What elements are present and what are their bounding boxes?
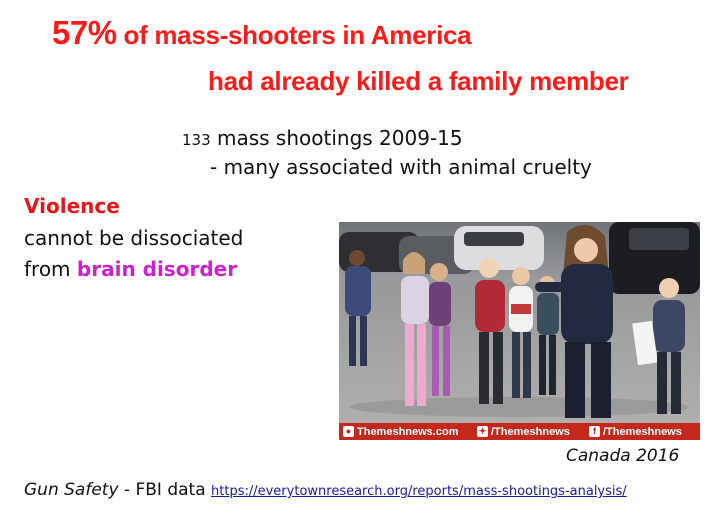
- photo-illustration: [339, 222, 700, 440]
- footer-label: - FBI data: [118, 480, 212, 500]
- watermark-site: Themeshnews.com: [357, 425, 459, 438]
- source-link[interactable]: https://everytownresearch.org/reports/ma…: [211, 484, 627, 499]
- violence-line-3-prefix: from: [24, 257, 77, 281]
- stat-count: 133: [182, 131, 211, 149]
- headline-percent: 57%: [52, 14, 117, 51]
- stat-line-1: 133 mass shootings 2009-15: [182, 126, 463, 150]
- site-logo-icon: ●: [343, 426, 354, 437]
- violence-line-2: cannot be dissociated: [24, 226, 244, 250]
- source-footer: Gun Safety - FBI data https://everytownr…: [24, 480, 627, 500]
- facebook-icon: f: [589, 426, 600, 437]
- stat-line-1-text: mass shootings 2009-15: [210, 126, 463, 150]
- headline-line-1-text: of mass-shooters in America: [116, 20, 472, 50]
- watermark-twitter: /Themeshnews: [491, 425, 570, 438]
- watermark-facebook: /Themeshnews: [603, 425, 682, 438]
- headline-line-1: 57% of mass-shooters in America: [52, 14, 472, 52]
- headline-line-2: had already killed a family member: [208, 66, 629, 96]
- brain-disorder-highlight: brain disorder: [76, 257, 238, 281]
- footer-label-italic: Gun Safety: [24, 480, 119, 500]
- violence-line-3: from brain disorder: [24, 257, 237, 281]
- photo-caption: Canada 2016: [566, 446, 680, 466]
- violence-heading: Violence: [24, 194, 120, 218]
- twitter-bird-icon: ✦: [477, 426, 488, 437]
- watermark-bar: ● Themeshnews.com ✦ /Themeshnews f /Them…: [339, 423, 700, 440]
- stat-line-2: - many associated with animal cruelty: [210, 155, 592, 179]
- news-photo: ● Themeshnews.com ✦ /Themeshnews f /Them…: [339, 222, 700, 440]
